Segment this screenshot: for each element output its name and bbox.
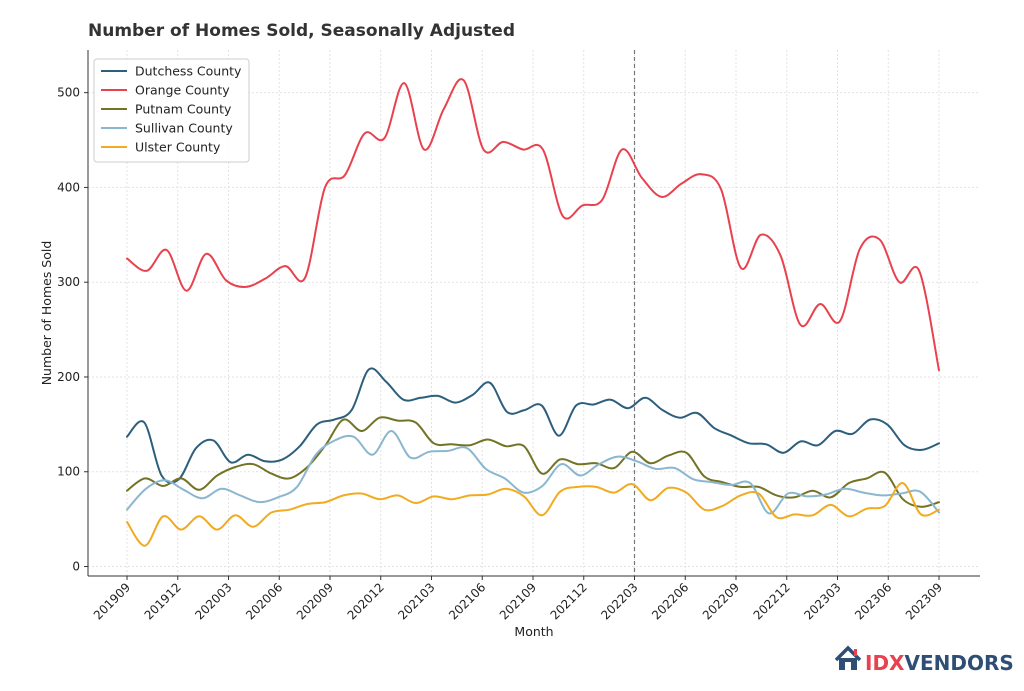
legend-box	[93, 58, 250, 163]
legend-label-orange-county: Orange County	[135, 83, 230, 98]
x-tick-label: 202006	[243, 580, 285, 622]
brand-prefix: IDX	[865, 651, 905, 675]
series-lines	[126, 78, 940, 547]
x-axis-label: Month	[514, 624, 553, 639]
x-axis: 201909 201912 202003 202006 202009 202012 2021…	[88, 575, 980, 623]
x-tick-label: 202209	[700, 580, 742, 622]
series-line-putnam-county	[126, 416, 940, 508]
legend-label-sullivan-county: Sullivan County	[135, 121, 233, 136]
x-tick-label: 201909	[91, 580, 133, 622]
x-tick-label: 202012	[345, 580, 387, 622]
y-tick-label: 300	[57, 275, 80, 289]
series-line-dutchess-county	[126, 367, 940, 484]
x-tick-label: 202003	[192, 580, 234, 622]
y-tick-label: 200	[57, 370, 80, 384]
chart-title: Number of Homes Sold, Seasonally Adjuste…	[88, 21, 515, 41]
series-line-sullivan-county	[126, 430, 940, 515]
x-tick-label: 202203	[598, 580, 640, 622]
y-axis: 0 100 200 300 400 500	[57, 50, 89, 576]
legend-label-ulster-county: Ulster County	[135, 140, 221, 155]
x-tick-label: 202109	[497, 580, 539, 622]
legend-label-putnam-county: Putnam County	[135, 102, 232, 117]
house-icon	[834, 645, 862, 670]
x-tick-label: 202112	[548, 580, 590, 622]
legend: Dutchess County Orange County Putnam Count…	[93, 58, 250, 163]
x-tick-label: 201912	[142, 580, 184, 622]
y-axis-label: Number of Homes Sold	[39, 241, 54, 386]
brand-suffix: VENDORS	[904, 651, 1013, 675]
series-line-orange-county	[126, 78, 940, 372]
brand-logo: IDXVENDORS	[834, 645, 1014, 675]
y-tick-label: 0	[72, 560, 80, 574]
series-line-ulster-county	[126, 482, 940, 547]
x-tick-label: 202212	[751, 580, 793, 622]
x-tick-label: 202303	[801, 580, 843, 622]
y-tick-label: 100	[57, 465, 80, 479]
legend-label-dutchess-county: Dutchess County	[135, 64, 242, 79]
x-tick-label: 202309	[903, 580, 945, 622]
brand-wordmark: IDXVENDORS	[865, 651, 1014, 675]
x-tick-label: 202103	[395, 580, 437, 622]
x-tick-label: 202306	[852, 580, 894, 622]
y-tick-label: 500	[57, 86, 80, 100]
x-tick-label: 202206	[649, 580, 691, 622]
x-tick-label: 202009	[294, 580, 336, 622]
y-tick-label: 400	[57, 180, 80, 194]
x-tick-label: 202106	[446, 580, 488, 622]
